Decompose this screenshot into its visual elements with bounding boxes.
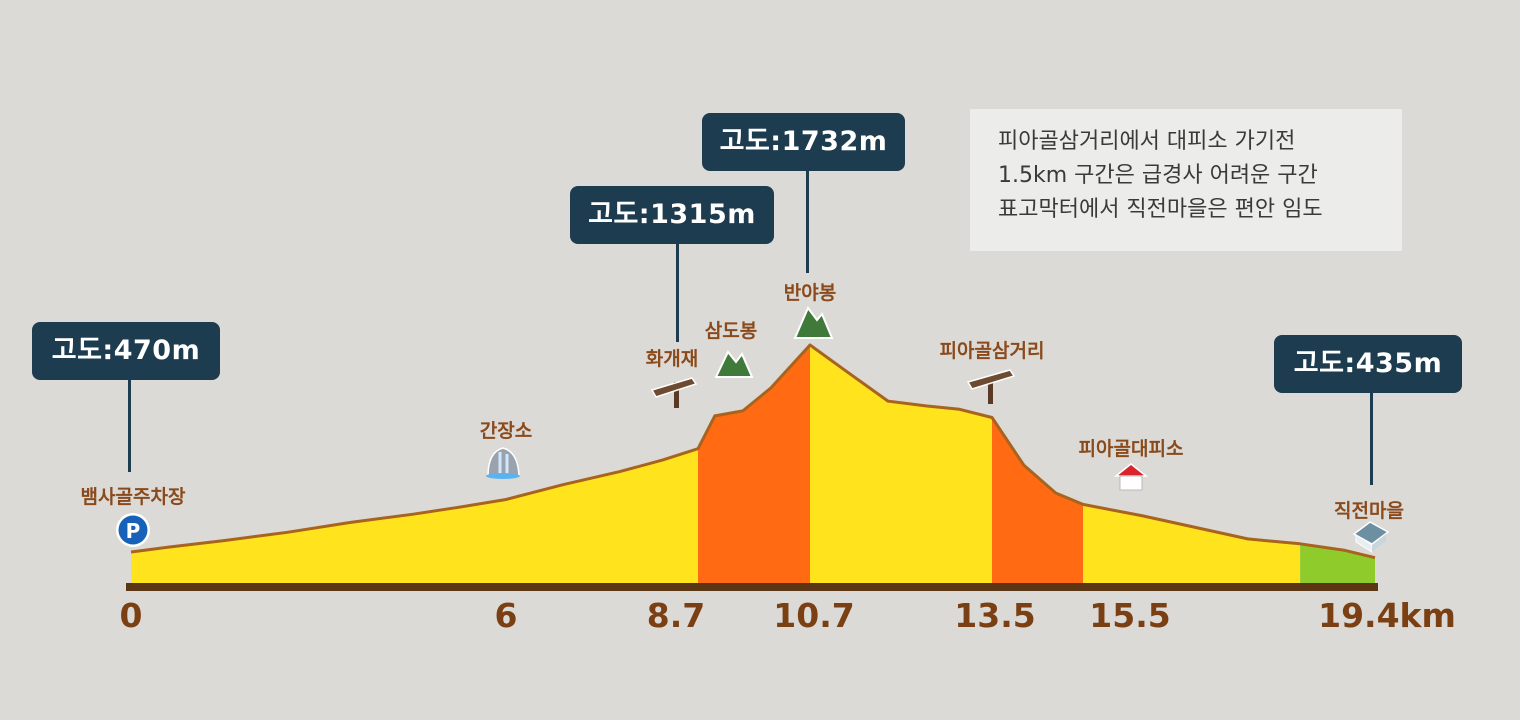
place-label-piagol-shelter: 피아골대피소 (1078, 438, 1184, 460)
mountain-icon-samdobong (714, 350, 754, 378)
place-label-samdobong: 삼도봉 (704, 320, 758, 342)
place-label-piagol-junction: 피아골삼거리 (939, 340, 1045, 362)
callout-stem-hwagaejae (676, 244, 679, 342)
place-label-jikjeon-village: 직전마을 (1334, 500, 1404, 522)
house-icon (1352, 521, 1390, 553)
distance-tick-6: 6 (494, 596, 518, 635)
elevation-callout-hwagaejae: 고도:1315m (570, 186, 774, 244)
route-note-line-2: 1.5km 구간은 급경사 어려운 구간 (998, 163, 1318, 188)
distance-tick-19-4: 19.4km (1318, 596, 1456, 635)
signpost-icon-piagol (966, 369, 1016, 404)
signpost-icon (650, 377, 698, 408)
distance-tick-15-5: 15.5 (1089, 596, 1171, 635)
mountain-icon-banyabong (793, 306, 834, 339)
parking-icon-letter: P (126, 519, 141, 543)
shelter-icon (1113, 463, 1149, 491)
elevation-callout-banyabong: 고도:1732m (702, 113, 905, 171)
elevation-callout-start: 고도:470m (32, 322, 220, 380)
distance-tick-13-5: 13.5 (954, 596, 1036, 635)
place-label-baemsagol-parking: 뱀사골주차장 (80, 486, 186, 508)
distance-tick-8-7: 8.7 (646, 596, 706, 635)
route-note-line-3: 표고막터에서 직전마을은 편안 임도 (998, 197, 1323, 222)
parking-icon: P (116, 513, 150, 547)
route-note-line-1: 피아골삼거리에서 대피소 가기전 (998, 129, 1296, 154)
place-label-hwagaejae: 화개재 (645, 348, 699, 370)
elevation-callout-end: 고도:435m (1274, 335, 1462, 393)
callout-stem-end (1370, 393, 1373, 485)
distance-tick-10-7: 10.7 (773, 596, 855, 635)
profile-outline (130, 343, 1376, 560)
distance-tick-0: 0 (119, 596, 143, 635)
callout-stem-start (128, 380, 131, 472)
waterfall-icon (486, 447, 520, 479)
place-label-ganjangso: 간장소 (479, 420, 533, 442)
route-note-box: 피아골삼거리에서 대피소 가기전 1.5km 구간은 급경사 어려운 구간 표고… (970, 109, 1402, 251)
place-label-banyabong: 반야봉 (783, 282, 837, 304)
baseline-bar (126, 583, 1378, 591)
callout-stem-banyabong (806, 171, 809, 273)
